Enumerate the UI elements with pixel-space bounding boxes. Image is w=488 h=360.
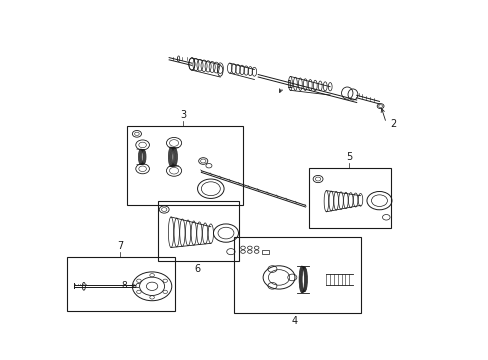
Text: 1: 1 [286, 80, 292, 90]
Text: 7: 7 [117, 241, 123, 251]
Bar [309, 168, 390, 228]
Bar [262, 250, 268, 255]
Text: $8\!\rightarrow\!c$: $8\!\rightarrow\!c$ [121, 279, 142, 290]
Bar [127, 126, 243, 205]
Bar [233, 237, 360, 314]
Bar [67, 257, 175, 311]
Text: 4: 4 [290, 316, 297, 326]
Text: 3: 3 [180, 110, 186, 120]
Text: 5: 5 [346, 152, 351, 162]
Text: 6: 6 [194, 264, 200, 274]
Bar [158, 201, 239, 261]
Text: 2: 2 [389, 119, 395, 129]
